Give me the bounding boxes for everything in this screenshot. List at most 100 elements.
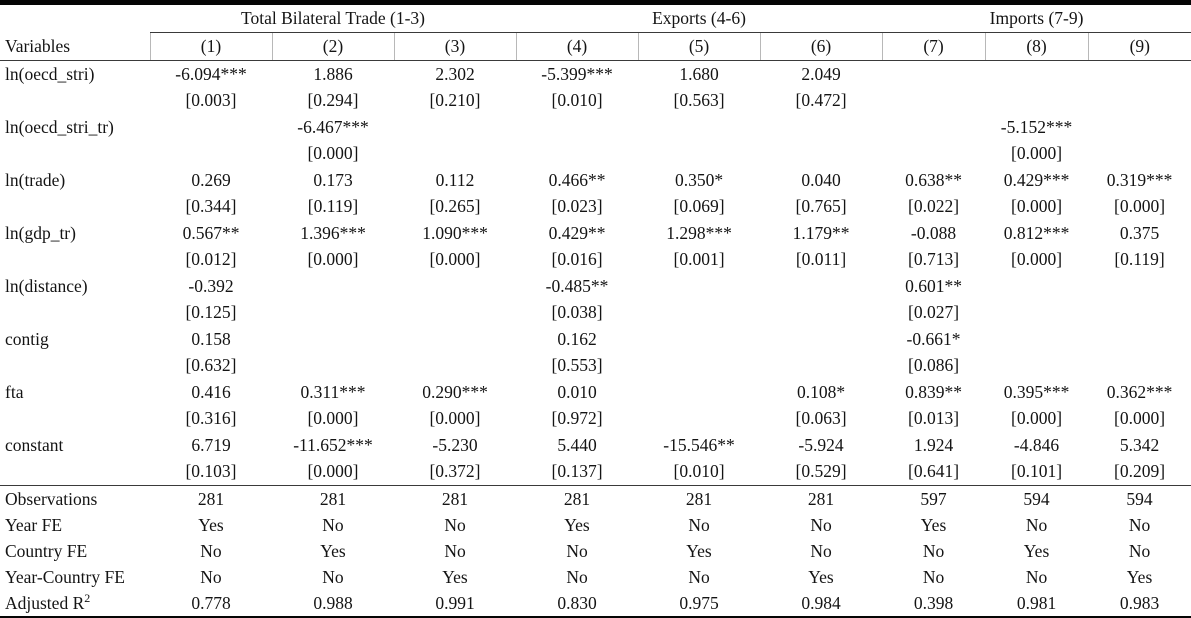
summary-value-cell: No bbox=[200, 566, 222, 587]
coef-cell: 0.429*** bbox=[1003, 169, 1070, 190]
summary-value-cell: No bbox=[200, 540, 222, 561]
coef-cell: 0.362*** bbox=[1106, 381, 1173, 402]
pvalue-cell bbox=[1088, 88, 1191, 115]
variable-label: constant bbox=[5, 434, 64, 455]
coef-cell: 0.429** bbox=[548, 222, 606, 243]
coef-cell bbox=[985, 61, 1088, 88]
summary-label: Country FE bbox=[5, 540, 88, 561]
coef-cell: -5.399*** bbox=[541, 63, 613, 84]
coef-cell bbox=[150, 114, 272, 141]
pvalue-cell: [0.765] bbox=[795, 196, 847, 217]
summary-value-cell: 0.988 bbox=[313, 592, 353, 613]
summary-value-cell: 594 bbox=[1023, 488, 1050, 509]
summary-value-cell: Yes bbox=[442, 566, 468, 587]
summary-value-cell: Yes bbox=[1023, 540, 1050, 561]
coef-cell: 0.112 bbox=[435, 169, 475, 190]
summary-value-cell: No bbox=[688, 514, 710, 535]
summary-value-cell: No bbox=[810, 540, 832, 561]
pvalue-cell: [0.713] bbox=[908, 249, 960, 270]
pvalue-cell bbox=[516, 141, 638, 168]
pvalue-cell: [0.553] bbox=[551, 355, 603, 376]
coef-cell: 1.298*** bbox=[666, 222, 732, 243]
group-header-row: Total Bilateral Trade (1-3) Exports (4-6)… bbox=[0, 2, 1191, 33]
coef-cell: -0.485** bbox=[545, 275, 609, 296]
summary-value-cell: 281 bbox=[685, 488, 713, 509]
pvalue-cell: [0.001] bbox=[673, 249, 725, 270]
coef-cell: 2.049 bbox=[801, 63, 841, 84]
summary-value-cell: No bbox=[566, 540, 588, 561]
pvalue-cell: [0.000] bbox=[429, 408, 481, 429]
column-number: (7) bbox=[881, 32, 986, 61]
pvalue-cell bbox=[394, 300, 516, 327]
coef-cell bbox=[760, 273, 882, 300]
superscript: 2 bbox=[84, 590, 91, 605]
pvalue-cell bbox=[882, 141, 985, 168]
coef-cell: -6.094*** bbox=[175, 63, 247, 84]
variable-label: ln(gdp_tr) bbox=[5, 222, 76, 243]
pvalue-cell: [0.000] bbox=[1011, 143, 1063, 164]
pvalue-cell: [0.316] bbox=[185, 408, 237, 429]
coef-cell: 1.396*** bbox=[300, 222, 366, 243]
pvalue-row: [0.103] [0.000] [0.372] [0.137] [0.010] [0.52… bbox=[0, 458, 1191, 486]
pvalue-cell bbox=[1088, 141, 1191, 168]
pvalue-row: [0.125] [0.038] [0.027] bbox=[0, 300, 1191, 327]
summary-row: Observations 281 281 281 281 281 281 597 594 594 bbox=[0, 486, 1191, 513]
pvalue-cell: [0.038] bbox=[551, 302, 603, 323]
summary-value-cell: No bbox=[322, 514, 344, 535]
coef-cell bbox=[394, 273, 516, 300]
pvalue-row: [0.003] [0.294] [0.210] [0.010] [0.563] [0.47… bbox=[0, 88, 1191, 115]
coef-cell: 0.311*** bbox=[300, 381, 366, 402]
empty-label-cell bbox=[0, 88, 150, 115]
column-number: (6) bbox=[759, 32, 883, 61]
summary-row: Adjusted R2 0.778 0.988 0.991 0.830 0.975 0.98… bbox=[0, 590, 1191, 618]
pvalue-cell: [0.000] bbox=[272, 458, 394, 486]
pvalue-cell: [0.119] bbox=[307, 196, 359, 217]
coef-cell: 0.812*** bbox=[1003, 222, 1070, 243]
coef-cell: 5.342 bbox=[1119, 434, 1160, 455]
pvalue-cell: [0.632] bbox=[185, 355, 237, 376]
coef-cell: 0.350* bbox=[674, 169, 724, 190]
pvalue-cell bbox=[1088, 300, 1191, 327]
empty-label-cell bbox=[0, 406, 150, 433]
coef-cell bbox=[1088, 273, 1191, 300]
pvalue-row: [0.632] [0.553] [0.086] bbox=[0, 353, 1191, 380]
pvalue-cell: [0.010] bbox=[551, 90, 603, 111]
empty-label-cell bbox=[0, 141, 150, 168]
coef-cell: 1.924 bbox=[913, 434, 954, 455]
coef-cell bbox=[760, 326, 882, 353]
coef-cell bbox=[985, 326, 1088, 353]
empty-label-cell bbox=[0, 300, 150, 327]
summary-value-cell: No bbox=[566, 566, 588, 587]
pvalue-row: [0.000] [0.000] bbox=[0, 141, 1191, 168]
coef-cell: 0.395*** bbox=[1003, 381, 1070, 402]
coef-cell: 0.290*** bbox=[422, 381, 488, 402]
pvalue-cell: [0.086] bbox=[908, 355, 960, 376]
summary-label: Year FE bbox=[5, 514, 63, 535]
summary-value-cell: No bbox=[688, 566, 710, 587]
pvalue-row: [0.012] [0.000] [0.000] [0.016] [0.001] [0.01… bbox=[0, 247, 1191, 274]
coef-cell: 1.680 bbox=[679, 63, 719, 84]
coef-cell: 0.319*** bbox=[1106, 169, 1173, 190]
coef-cell: 0.416 bbox=[191, 381, 231, 402]
summary-label: Year-Country FE bbox=[5, 566, 125, 587]
coef-cell: -5.924 bbox=[798, 434, 844, 455]
summary-value-cell: No bbox=[922, 540, 945, 561]
variable-label: ln(oecd_stri_tr) bbox=[5, 116, 114, 137]
summary-value-cell: No bbox=[810, 514, 832, 535]
column-number: (3) bbox=[393, 32, 517, 61]
summary-value-cell: No bbox=[444, 540, 466, 561]
coef-cell: -4.846 bbox=[1013, 434, 1060, 455]
column-number: (4) bbox=[515, 32, 639, 61]
summary-value-cell: 0.830 bbox=[557, 592, 597, 613]
pvalue-cell: [0.972] bbox=[551, 408, 603, 429]
summary-row: Country FE No Yes No No Yes No No Yes No bbox=[0, 538, 1191, 564]
pvalue-cell: [0.125] bbox=[185, 302, 237, 323]
summary-value-cell: 281 bbox=[197, 488, 225, 509]
pvalue-cell: [0.063] bbox=[795, 408, 847, 429]
pvalue-cell: [0.265] bbox=[429, 196, 481, 217]
coef-cell: 1.886 bbox=[313, 63, 353, 84]
coef-cell: 0.269 bbox=[191, 169, 231, 190]
summary-value-cell: No bbox=[922, 566, 945, 587]
coef-cell: -0.661* bbox=[906, 328, 961, 349]
coef-row: contig 0.158 0.162 -0.661* bbox=[0, 326, 1191, 353]
